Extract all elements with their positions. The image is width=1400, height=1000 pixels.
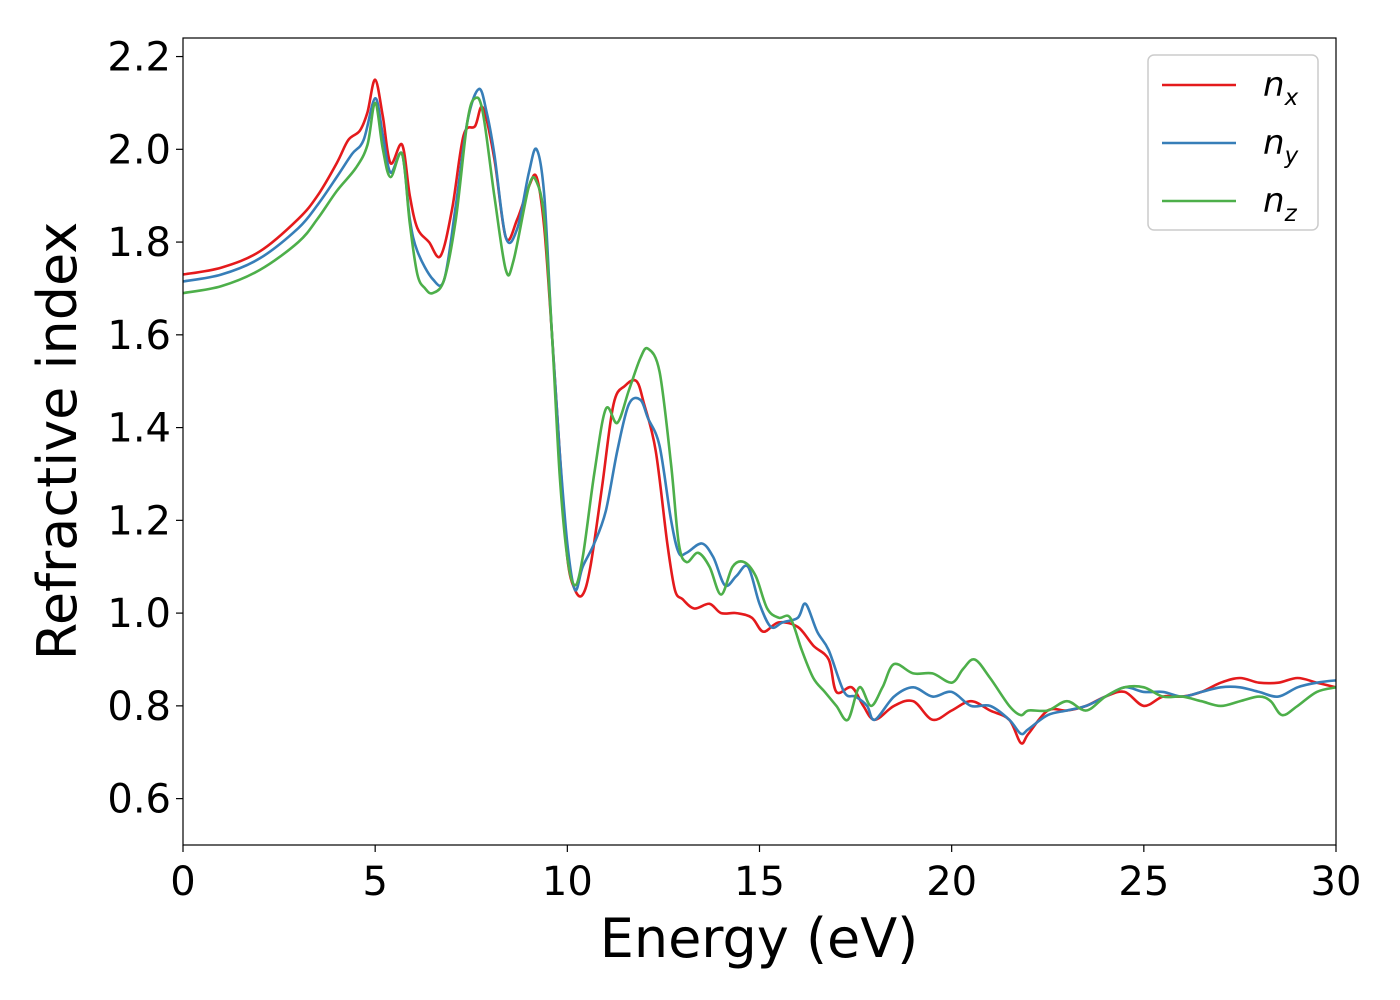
- series-layer: [183, 78, 1336, 745]
- x-tick-label: 25: [1118, 859, 1169, 905]
- series-line-z: [183, 96, 1336, 722]
- x-tick-label: 30: [1311, 859, 1362, 905]
- y-tick-label: 0.8: [107, 684, 171, 730]
- y-tick-label: 1.4: [107, 406, 171, 452]
- y-tick-label: 1.0: [107, 591, 171, 637]
- legend: nx ny nz: [1147, 54, 1319, 231]
- x-tick-label: 10: [542, 859, 593, 905]
- x-tick-label: 5: [362, 859, 387, 905]
- x-tick-label: 20: [926, 859, 977, 905]
- y-tick-label: 1.2: [107, 498, 171, 544]
- y-axis-ticks: 0.6 0.8 1.0 1.2 1.4 1.6 1.8 2.0 2.2: [107, 35, 183, 823]
- y-tick-label: 2.2: [107, 35, 171, 81]
- y-tick-label: 1.8: [107, 220, 171, 266]
- legend-label-x: nx: [1263, 65, 1299, 111]
- legend-label-y: ny: [1263, 123, 1299, 169]
- x-tick-label: 15: [734, 859, 785, 905]
- legend-label-z: nz: [1263, 181, 1298, 227]
- y-axis-title: Refractive index: [26, 222, 89, 661]
- x-axis-title: Energy (eV): [600, 907, 919, 970]
- x-tick-label: 0: [170, 859, 195, 905]
- y-tick-label: 0.6: [107, 777, 171, 823]
- y-tick-label: 1.6: [107, 313, 171, 359]
- y-tick-label: 2.0: [107, 127, 171, 173]
- series-line-y: [183, 87, 1336, 736]
- x-axis-ticks: 0 5 10 15 20 25 30: [170, 845, 1361, 905]
